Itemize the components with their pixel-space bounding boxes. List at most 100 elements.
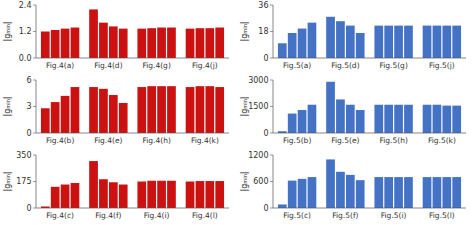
bar xyxy=(167,28,176,58)
bar xyxy=(356,110,365,133)
bar xyxy=(157,28,166,58)
y-tick-label: 1.2 xyxy=(19,27,32,36)
y-tick-label: 6 xyxy=(26,76,31,85)
bars xyxy=(278,159,461,208)
y-tick xyxy=(33,58,36,59)
bar xyxy=(157,86,166,133)
bar xyxy=(109,182,118,208)
x-axis-line xyxy=(36,58,229,59)
y-tick xyxy=(270,208,273,209)
bar xyxy=(196,86,205,133)
bar xyxy=(137,182,146,209)
y-tick xyxy=(33,133,36,134)
y-axis-line xyxy=(273,155,274,208)
bar xyxy=(308,23,317,58)
bars xyxy=(278,82,461,133)
bar xyxy=(404,177,413,208)
panel: 06001200|gₘᵢₙ|Fig.5(c)Fig.5(f)Fig.5(i)Fi… xyxy=(240,151,467,220)
bar xyxy=(147,181,156,208)
panel: 036|gₘᵢₙ|Fig.4(b)Fig.4(e)Fig.4(h)Fig.4(k… xyxy=(3,76,230,145)
bar xyxy=(89,161,98,208)
y-tick-label: 0 xyxy=(263,204,268,213)
y-axis-label: |gₘᵢₙ| xyxy=(240,171,249,191)
bar xyxy=(147,28,156,58)
bar xyxy=(452,177,461,208)
bar xyxy=(326,17,335,58)
bar xyxy=(205,28,214,58)
y-axis-line xyxy=(36,5,37,58)
bar xyxy=(442,177,451,208)
x-tick-label: Fig.4(f) xyxy=(95,211,121,220)
x-axis-line xyxy=(36,208,229,209)
y-tick xyxy=(270,155,273,156)
y-tick xyxy=(270,31,273,32)
bars xyxy=(41,161,224,208)
y-tick xyxy=(33,208,36,209)
y-axis-label: |gₘᵢₙ| xyxy=(3,96,12,116)
bar xyxy=(308,105,317,133)
y-tick xyxy=(33,31,36,32)
x-tick-label: Fig.5(c) xyxy=(283,211,311,220)
bar xyxy=(384,177,393,208)
bar xyxy=(404,105,413,133)
bar xyxy=(288,181,297,208)
bar xyxy=(278,204,287,208)
bar xyxy=(61,185,70,208)
bar xyxy=(394,105,403,133)
y-tick-label: 3 xyxy=(26,102,31,111)
y-tick-label: 175 xyxy=(16,177,31,186)
x-tick-label: Fig.4(i) xyxy=(144,211,170,220)
x-tick-label: Fig.4(e) xyxy=(94,136,122,145)
bar xyxy=(215,181,224,208)
y-axis-line xyxy=(273,5,274,58)
x-axis-line xyxy=(273,208,466,209)
y-tick xyxy=(33,155,36,156)
y-tick-label: 18 xyxy=(258,27,268,36)
bar xyxy=(41,32,50,59)
y-tick-label: 0 xyxy=(26,129,31,138)
bar xyxy=(336,172,345,208)
figure: 0.01.22.4|gₘᵢₙ|Fig.4(a)Fig.4(d)Fig.4(g)F… xyxy=(0,0,474,225)
bar xyxy=(109,26,118,58)
y-tick-label: 350 xyxy=(16,151,31,160)
bar xyxy=(433,105,442,133)
bar xyxy=(452,106,461,133)
x-tick-label: Fig.5(e) xyxy=(331,136,359,145)
bar xyxy=(278,43,287,58)
bar xyxy=(205,86,214,133)
y-tick-label: 36 xyxy=(258,1,268,10)
x-tick-label: Fig.4(l) xyxy=(192,211,218,220)
bar xyxy=(89,87,98,133)
y-tick xyxy=(270,80,273,81)
y-axis-line xyxy=(273,80,274,133)
panel: 01836|gₘᵢₙ|Fig.5(a)Fig.5(d)Fig.5(g)Fig.5… xyxy=(240,1,467,70)
y-tick-label: 0 xyxy=(26,204,31,213)
bar xyxy=(326,159,335,208)
bar xyxy=(433,26,442,58)
x-tick-label: Fig.4(k) xyxy=(191,136,219,145)
bar xyxy=(336,99,345,133)
bar xyxy=(374,26,383,58)
x-axis-line xyxy=(273,58,466,59)
x-tick-label: Fig.5(l) xyxy=(429,211,455,220)
bar xyxy=(119,185,128,208)
bar xyxy=(423,105,432,133)
y-tick-label: 0 xyxy=(263,54,268,63)
bar xyxy=(186,29,195,58)
bar xyxy=(119,29,128,58)
bar xyxy=(71,183,80,208)
x-tick-label: Fig.4(b) xyxy=(46,136,74,145)
bar xyxy=(89,9,98,58)
x-axis-line xyxy=(36,133,229,134)
y-tick-label: 1500 xyxy=(248,102,268,111)
x-tick-label: Fig.5(k) xyxy=(428,136,456,145)
bar xyxy=(384,26,393,58)
y-tick-label: 1200 xyxy=(248,151,268,160)
x-tick-label: Fig.4(a) xyxy=(46,61,74,70)
bar xyxy=(423,177,432,208)
bar xyxy=(167,86,176,133)
bar xyxy=(186,182,195,209)
bar xyxy=(346,175,355,208)
y-tick-label: 3000 xyxy=(248,76,268,85)
y-tick-label: 2.4 xyxy=(19,1,32,10)
